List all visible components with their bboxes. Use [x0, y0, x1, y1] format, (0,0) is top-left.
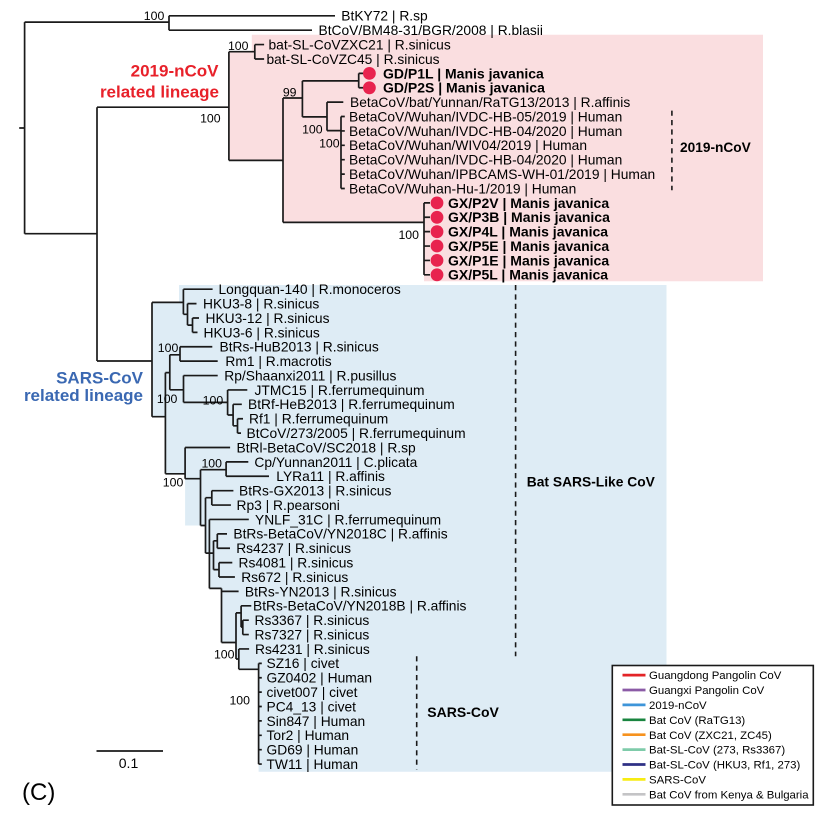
svg-text:Rs4237 | R.sinicus: Rs4237 | R.sinicus: [236, 541, 351, 556]
svg-text:GX/P2V | Manis javanica: GX/P2V | Manis javanica: [448, 195, 609, 211]
svg-text:BtCoV/BM48-31/BGR/2008 | R.bla: BtCoV/BM48-31/BGR/2008 | R.blasii: [319, 23, 543, 38]
svg-text:TW11 | Human: TW11 | Human: [267, 757, 359, 772]
svg-text:100: 100: [201, 456, 222, 470]
svg-text:Rs4231 | R.sinicus: Rs4231 | R.sinicus: [255, 642, 370, 657]
svg-text:GZ0402 | Human: GZ0402 | Human: [267, 671, 373, 686]
svg-text:(C): (C): [22, 779, 55, 806]
svg-text:100: 100: [228, 39, 249, 53]
svg-text:0.1: 0.1: [119, 755, 139, 771]
svg-text:100: 100: [200, 112, 221, 126]
svg-text:100: 100: [302, 123, 323, 137]
svg-text:Sin847 | Human: Sin847 | Human: [267, 714, 366, 729]
svg-text:100: 100: [319, 137, 340, 151]
svg-text:Rm1 | R.macrotis: Rm1 | R.macrotis: [225, 354, 331, 369]
svg-text:100: 100: [229, 694, 250, 708]
svg-text:2019-nCoV: 2019-nCoV: [680, 140, 752, 155]
svg-text:Rs4081 | R.sinicus: Rs4081 | R.sinicus: [239, 556, 354, 571]
svg-text:BtRs-GX2013 | R.sinicus: BtRs-GX2013 | R.sinicus: [239, 484, 391, 499]
svg-text:related lineage: related lineage: [24, 386, 143, 405]
svg-text:GD69 | Human: GD69 | Human: [267, 743, 359, 758]
svg-text:BtKY72 | R.sp: BtKY72 | R.sp: [341, 9, 428, 24]
svg-text:PC4_13 | civet: PC4_13 | civet: [267, 699, 357, 714]
svg-text:Guangdong Pangolin CoV: Guangdong Pangolin CoV: [649, 670, 782, 682]
svg-text:HKU3-6 | R.sinicus: HKU3-6 | R.sinicus: [204, 325, 320, 340]
svg-text:100: 100: [214, 647, 235, 661]
svg-text:BtRf-HeB2013 | R.ferrumequinum: BtRf-HeB2013 | R.ferrumequinum: [248, 397, 455, 412]
svg-text:2019-nCoV: 2019-nCoV: [649, 700, 707, 712]
svg-text:BetaCoV/Wuhan/WIV04/2019 | Hum: BetaCoV/Wuhan/WIV04/2019 | Human: [349, 138, 587, 153]
svg-text:99: 99: [283, 86, 297, 100]
svg-text:Bat-SL-CoV (273, Rs3367): Bat-SL-CoV (273, Rs3367): [649, 745, 785, 757]
svg-text:HKU3-8 | R.sinicus: HKU3-8 | R.sinicus: [203, 297, 319, 312]
svg-text:SARS-CoV: SARS-CoV: [427, 704, 499, 720]
svg-text:SZ16 | civet: SZ16 | civet: [267, 656, 340, 671]
svg-text:Bat CoV (RaTG13): Bat CoV (RaTG13): [649, 715, 745, 727]
svg-text:Rs672 | R.sinicus: Rs672 | R.sinicus: [241, 570, 348, 585]
svg-text:100: 100: [203, 393, 224, 407]
svg-text:100: 100: [398, 228, 419, 242]
svg-text:SARS-CoV: SARS-CoV: [56, 368, 144, 387]
svg-text:GX/P5E | Manis javanica: GX/P5E | Manis javanica: [448, 238, 609, 254]
svg-text:Guangxi Pangolin CoV: Guangxi Pangolin CoV: [649, 685, 765, 697]
svg-text:GD/P2S | Manis javanica: GD/P2S | Manis javanica: [383, 80, 545, 96]
svg-text:BetaCoV/Wuhan/IVDC-HB-04/2020: BetaCoV/Wuhan/IVDC-HB-04/2020 | Human: [349, 124, 622, 139]
svg-text:LYRa11 | R.affinis: LYRa11 | R.affinis: [276, 469, 385, 484]
svg-text:BetaCoV/Wuhan/IPBCAMS-WH-01/20: BetaCoV/Wuhan/IPBCAMS-WH-01/2019 | Human: [349, 167, 655, 182]
svg-text:Tor2 | Human: Tor2 | Human: [267, 728, 350, 743]
svg-text:Cp/Yunnan2011 | C.plicata: Cp/Yunnan2011 | C.plicata: [254, 455, 417, 470]
svg-text:BtRs-BetaCoV/YN2018C | R.affin: BtRs-BetaCoV/YN2018C | R.affinis: [233, 527, 447, 542]
svg-text:Bat CoV from Kenya & Bulgaria: Bat CoV from Kenya & Bulgaria: [649, 789, 809, 801]
svg-text:Bat SARS-Like CoV: Bat SARS-Like CoV: [527, 475, 656, 490]
svg-text:HKU3-12 | R.sinicus: HKU3-12 | R.sinicus: [206, 311, 330, 326]
svg-text:100: 100: [163, 476, 184, 490]
svg-text:BetaCoV/Wuhan/IVDC-HB-04/2020: BetaCoV/Wuhan/IVDC-HB-04/2020 | Human: [349, 153, 622, 168]
svg-text:bat-SL-CoVZC45 | R.sinicus: bat-SL-CoVZC45 | R.sinicus: [267, 52, 440, 67]
svg-text:GX/P3B | Manis javanica: GX/P3B | Manis javanica: [448, 209, 610, 225]
svg-text:GX/P1E | Manis javanica: GX/P1E | Manis javanica: [448, 252, 609, 268]
svg-text:SARS-CoV: SARS-CoV: [649, 775, 706, 787]
svg-text:100: 100: [157, 392, 178, 406]
svg-text:BetaCoV/Wuhan-Hu-1/2019 | Huma: BetaCoV/Wuhan-Hu-1/2019 | Human: [349, 181, 576, 196]
svg-text:Bat-SL-CoV (HKU3, Rf1, 273): Bat-SL-CoV (HKU3, Rf1, 273): [649, 760, 801, 772]
svg-text:bat-SL-CoVZXC21 | R.sinicus: bat-SL-CoVZXC21 | R.sinicus: [269, 38, 451, 53]
svg-text:Rs3367 | R.sinicus: Rs3367 | R.sinicus: [255, 613, 370, 628]
svg-text:GD/P1L | Manis javanica: GD/P1L | Manis javanica: [383, 65, 544, 81]
svg-text:Bat CoV (ZXC21, ZC45): Bat CoV (ZXC21, ZC45): [649, 730, 772, 742]
svg-text:Rp3 | R.pearsoni: Rp3 | R.pearsoni: [237, 498, 340, 513]
svg-text:GX/P4L | Manis javanica: GX/P4L | Manis javanica: [448, 224, 608, 240]
svg-text:GX/P5L | Manis javanica: GX/P5L | Manis javanica: [448, 267, 608, 283]
svg-text:related lineage: related lineage: [100, 83, 219, 102]
svg-text:BtRs-HuB2013 | R.sinicus: BtRs-HuB2013 | R.sinicus: [220, 340, 379, 355]
svg-text:BetaCoV/Wuhan/IVDC-HB-05/2019: BetaCoV/Wuhan/IVDC-HB-05/2019 | Human: [349, 109, 622, 124]
svg-text:BetaCoV/bat/Yunnan/RaTG13/2013: BetaCoV/bat/Yunnan/RaTG13/2013 | R.affin…: [350, 95, 630, 110]
svg-text:Rs7327 | R.sinicus: Rs7327 | R.sinicus: [255, 628, 370, 643]
svg-text:BtCoV/273/2005 | R.ferrumequin: BtCoV/273/2005 | R.ferrumequinum: [247, 426, 466, 441]
svg-text:civet007 | civet: civet007 | civet: [267, 685, 358, 700]
svg-text:BtRl-BetaCoV/SC2018 | R.sp: BtRl-BetaCoV/SC2018 | R.sp: [237, 440, 417, 455]
svg-text:Longquan-140 | R.monoceros: Longquan-140 | R.monoceros: [219, 282, 401, 297]
svg-text:BtRs-YN2013 | R.sinicus: BtRs-YN2013 | R.sinicus: [245, 584, 397, 599]
svg-text:JTMC15 | R.ferrumequinum: JTMC15 | R.ferrumequinum: [255, 383, 425, 398]
svg-text:100: 100: [158, 341, 179, 355]
svg-text:Rp/Shaanxi2011 | R.pusillus: Rp/Shaanxi2011 | R.pusillus: [224, 368, 396, 383]
svg-text:2019-nCoV: 2019-nCoV: [131, 62, 220, 81]
svg-text:YNLF_31C | R.ferrumequinum: YNLF_31C | R.ferrumequinum: [255, 512, 441, 527]
svg-text:BtRs-BetaCoV/YN2018B | R.affin: BtRs-BetaCoV/YN2018B | R.affinis: [253, 599, 467, 614]
svg-text:100: 100: [144, 9, 165, 23]
svg-text:Rf1 | R.ferrumequinum: Rf1 | R.ferrumequinum: [249, 412, 388, 427]
